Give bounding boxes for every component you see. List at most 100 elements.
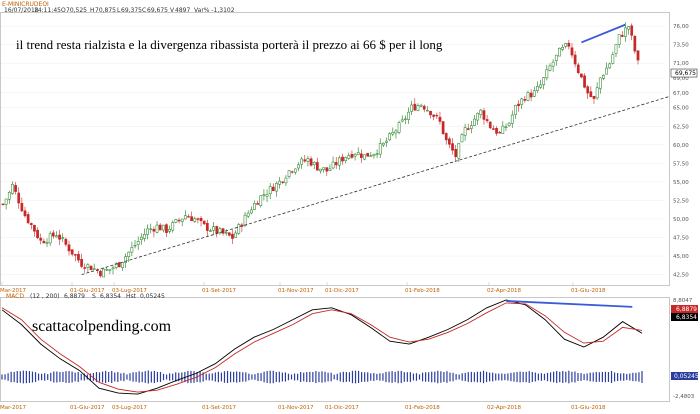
macd-xtick: 01-Set-2017 bbox=[202, 405, 236, 411]
candle-body bbox=[576, 64, 580, 74]
header-date: 16/07/2018 bbox=[4, 7, 39, 14]
candle-body bbox=[419, 104, 423, 107]
candle-body bbox=[441, 121, 445, 135]
candle-body bbox=[23, 210, 27, 217]
candle-body bbox=[567, 42, 571, 47]
candle-body bbox=[319, 168, 322, 172]
candle-body bbox=[602, 75, 605, 79]
macd-histogram bbox=[1, 370, 643, 384]
candle-body bbox=[221, 228, 225, 234]
candle-body bbox=[573, 54, 577, 65]
candle-body bbox=[64, 238, 68, 245]
candle-body bbox=[309, 158, 313, 166]
header-open: 70,525 bbox=[66, 7, 87, 14]
candle-body bbox=[627, 26, 630, 30]
candle-body bbox=[114, 263, 118, 268]
candle-body bbox=[636, 50, 640, 61]
candle-body bbox=[485, 119, 489, 122]
macd-value: 6,8879 bbox=[64, 293, 85, 300]
ohlc-header: 16/07/2018 14:11:45 O 70,525 H 70,875 L … bbox=[4, 7, 235, 14]
candle-body bbox=[127, 251, 131, 258]
macd-signal-value: 6,8354 bbox=[100, 293, 121, 300]
last-price-badge bbox=[670, 68, 698, 78]
price-ytick: 47,50 bbox=[673, 236, 689, 242]
candle-body bbox=[89, 265, 93, 271]
price-ytick: 45,00 bbox=[673, 254, 689, 260]
candle-body bbox=[378, 143, 382, 155]
candle-body bbox=[33, 224, 36, 232]
header-low: 69,375 bbox=[121, 7, 142, 14]
price-ytick: 67,00 bbox=[673, 91, 689, 97]
candle-body bbox=[36, 229, 39, 239]
candle-body bbox=[624, 27, 627, 37]
price-divergence-line bbox=[581, 23, 626, 44]
candle-body bbox=[86, 264, 90, 268]
candle-body bbox=[231, 233, 234, 239]
candle-body bbox=[488, 121, 492, 129]
candle-body bbox=[29, 223, 33, 226]
price-ytick: 65,00 bbox=[673, 106, 689, 112]
candle-body bbox=[253, 203, 256, 210]
candle-body bbox=[284, 177, 288, 184]
macd-xtick: 02-Apr-2018 bbox=[487, 405, 522, 411]
candle-body bbox=[532, 90, 536, 97]
price-xtick: 02-Apr-2018 bbox=[487, 288, 522, 294]
candle-body bbox=[429, 111, 432, 116]
candle-body bbox=[331, 161, 335, 169]
candle-body bbox=[514, 105, 517, 115]
macd-xtick: 01-Dic-2017 bbox=[325, 405, 359, 411]
candle-body bbox=[105, 269, 109, 271]
support-trendline bbox=[81, 96, 670, 275]
candle-body bbox=[26, 214, 30, 224]
candle-body bbox=[542, 77, 546, 86]
candle-body bbox=[67, 244, 71, 252]
candle-body bbox=[224, 232, 228, 234]
candle-body bbox=[620, 35, 624, 37]
candle-body bbox=[143, 234, 146, 239]
candle-body bbox=[155, 224, 159, 233]
header-close-label: C bbox=[142, 7, 146, 14]
candle-body bbox=[608, 63, 612, 69]
price-xtick: 01-Feb-2018 bbox=[405, 288, 440, 294]
macd-xtick: Mar-2017 bbox=[0, 405, 27, 411]
candle-body bbox=[605, 67, 608, 75]
candle-body bbox=[73, 254, 77, 256]
candle-body bbox=[316, 162, 319, 171]
candle-body bbox=[432, 114, 436, 117]
candle-body bbox=[212, 226, 215, 231]
candle-body bbox=[586, 86, 590, 94]
candle-body bbox=[548, 65, 552, 71]
macd-hist-value: 0,05245 bbox=[140, 293, 165, 300]
price-ytick: 57,50 bbox=[673, 161, 689, 167]
candle-body bbox=[470, 125, 473, 129]
candle-body bbox=[303, 159, 307, 162]
header-open-label: O bbox=[61, 7, 66, 14]
candle-body bbox=[492, 128, 495, 130]
candle-body bbox=[237, 224, 241, 234]
candle-body bbox=[11, 184, 14, 194]
candle-body bbox=[394, 130, 398, 134]
candle-body bbox=[416, 105, 420, 111]
candle-body bbox=[99, 270, 102, 277]
candle-body bbox=[554, 54, 558, 62]
candle-body bbox=[388, 133, 392, 141]
candle-body bbox=[347, 155, 351, 159]
macd-signal-label: S bbox=[92, 293, 96, 300]
candle-body bbox=[460, 134, 464, 143]
candle-body bbox=[457, 143, 461, 159]
candle-body bbox=[400, 119, 404, 122]
candle-body bbox=[149, 228, 153, 230]
candle-body bbox=[108, 269, 112, 271]
candle-body bbox=[14, 185, 17, 192]
candle-body bbox=[297, 164, 300, 169]
annotation-text: il trend resta rialzista e la divergenza… bbox=[16, 37, 443, 52]
candle-body bbox=[592, 95, 596, 99]
macd-params: (12 , 200) bbox=[30, 293, 60, 300]
candle-body bbox=[350, 153, 354, 158]
candle-body bbox=[526, 92, 530, 101]
candle-body bbox=[70, 249, 74, 255]
candle-body bbox=[360, 153, 363, 158]
candle-body bbox=[227, 232, 231, 236]
macd-xtick: 01-Giu-2017 bbox=[70, 405, 105, 411]
candle-body bbox=[218, 228, 222, 234]
